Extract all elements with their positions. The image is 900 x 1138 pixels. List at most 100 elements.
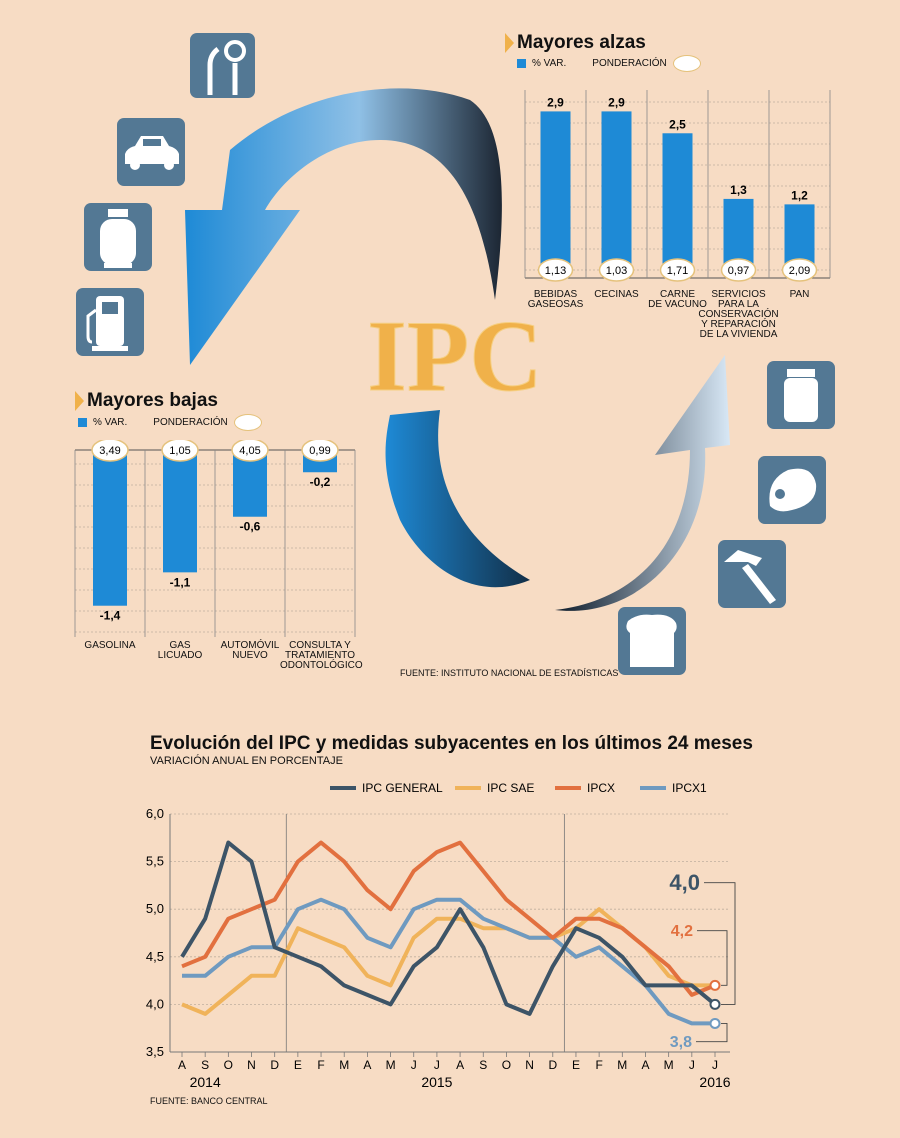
x-tick-label: S bbox=[479, 1058, 487, 1072]
year-label: 2016 bbox=[699, 1074, 730, 1090]
x-tick-label: N bbox=[247, 1058, 256, 1072]
legend-label: IPC GENERAL bbox=[362, 781, 443, 795]
x-tick-label: M bbox=[664, 1058, 674, 1072]
bajas-legend: % VAR. PONDERACIÓN bbox=[78, 414, 262, 431]
bajas-category-label: GASOLINA bbox=[84, 640, 136, 651]
cycle-arrows: IPC bbox=[185, 88, 730, 611]
callout-line bbox=[704, 882, 736, 1005]
jar-icon bbox=[767, 361, 835, 429]
alzas-weight-label: 1,13 bbox=[545, 265, 566, 277]
series-line-ipc-general bbox=[180, 840, 717, 1016]
car-icon bbox=[117, 118, 185, 186]
hammer-icon bbox=[718, 540, 786, 608]
alzas-weight-badge bbox=[537, 258, 574, 282]
alzas-weight-label: 2,09 bbox=[789, 265, 810, 277]
x-tick-label: F bbox=[317, 1058, 324, 1072]
y-tick-label: 6,0 bbox=[146, 806, 164, 821]
x-tick-label: A bbox=[363, 1058, 371, 1072]
bajas-category-label: CONSULTA Y TRATAMIENTO ODONTOLÓGICO bbox=[280, 640, 363, 671]
end-value-label: 4,0 bbox=[669, 870, 700, 895]
alzas-weight-badge bbox=[659, 258, 696, 282]
x-tick-label: F bbox=[595, 1058, 602, 1072]
bajas-value-label: -1,1 bbox=[170, 575, 191, 589]
alzas-weight-badge bbox=[781, 258, 818, 282]
x-tick-label: O bbox=[502, 1058, 511, 1072]
source-bottom: FUENTE: BANCO CENTRAL bbox=[150, 1096, 268, 1106]
legend-pond-swatch bbox=[233, 414, 262, 431]
alzas-bar bbox=[540, 111, 571, 270]
alzas-weight-label: 1,03 bbox=[606, 265, 627, 277]
x-tick-label: J bbox=[712, 1058, 718, 1072]
x-tick-label: J bbox=[411, 1058, 417, 1072]
meat-icon bbox=[758, 456, 826, 524]
x-tick-label: J bbox=[434, 1058, 440, 1072]
legend-label: IPCX bbox=[587, 781, 615, 795]
alzas-bar bbox=[662, 133, 693, 270]
bajas-title: Mayores bajas bbox=[75, 390, 218, 412]
bajas-weight-label: 4,05 bbox=[239, 445, 260, 457]
legend-pond-label: PONDERACIÓN bbox=[592, 58, 667, 69]
x-tick-label: D bbox=[270, 1058, 279, 1072]
bajas-bar-chart: -1,4 3,49 -1,1 1,05 -0,6 4,05 -0,2 0,99 bbox=[74, 440, 356, 637]
ipc-line-chart: IPC GENERAL IPC SAE IPCX IPCX1 3,5 4,0 4,5 5,0 5… bbox=[146, 781, 736, 1090]
bajas-weight-badge bbox=[301, 440, 339, 462]
x-tick-label: N bbox=[525, 1058, 534, 1072]
callout-line bbox=[696, 1022, 728, 1043]
y-tick-label: 4,5 bbox=[146, 949, 164, 964]
legend-var-swatch bbox=[517, 59, 526, 68]
line-chart-subtitle: VARIACIÓN ANUAL EN PORCENTAJE bbox=[150, 755, 343, 767]
source-top: FUENTE: INSTITUTO NACIONAL DE ESTADÍSTIC… bbox=[400, 668, 619, 678]
y-tick-label: 3,5 bbox=[146, 1044, 164, 1059]
alzas-weight-badge bbox=[720, 258, 757, 282]
x-tick-label: E bbox=[294, 1058, 302, 1072]
bajas-weight-badge bbox=[91, 440, 129, 462]
callout-line bbox=[697, 930, 728, 986]
bajas-weight-label: 0,99 bbox=[309, 445, 330, 457]
legend-label: IPC SAE bbox=[487, 781, 534, 795]
alzas-weight-label: 0,97 bbox=[728, 265, 749, 277]
bajas-category-label: AUTOMÓVIL NUEVO bbox=[220, 640, 280, 661]
alzas-title-marker bbox=[505, 33, 514, 53]
x-tick-label: D bbox=[548, 1058, 557, 1072]
alzas-category-label: SERVICIOS PARA LA CONSERVACIÓN Y REPARACIÓN… bbox=[698, 289, 779, 340]
x-tick-label: A bbox=[178, 1058, 186, 1072]
x-tick-label: M bbox=[339, 1058, 349, 1072]
legend-var-label: % VAR. bbox=[532, 58, 567, 69]
alzas-weight-badge bbox=[598, 258, 635, 282]
alzas-category-label: CECINAS bbox=[594, 289, 639, 300]
lower-arrow bbox=[385, 355, 730, 611]
alzas-value-label: 1,3 bbox=[730, 183, 747, 197]
legend-var-label: % VAR. bbox=[93, 417, 128, 428]
bajas-value-label: -0,6 bbox=[240, 520, 261, 534]
alzas-value-label: 2,5 bbox=[669, 117, 686, 131]
year-label: 2015 bbox=[421, 1074, 452, 1090]
legend-pond-label: PONDERACIÓN bbox=[153, 417, 228, 428]
alzas-category-label: BEBIDAS GASEOSAS bbox=[527, 289, 584, 310]
x-tick-label: A bbox=[456, 1058, 464, 1072]
x-tick-label: J bbox=[689, 1058, 695, 1072]
alzas-bar bbox=[601, 111, 632, 270]
legend-var-swatch bbox=[78, 418, 87, 427]
bajas-bar bbox=[163, 450, 197, 573]
bajas-title-marker bbox=[75, 391, 84, 411]
y-tick-label: 4,0 bbox=[146, 996, 164, 1011]
alzas-category-label: PAN bbox=[789, 289, 810, 300]
line-chart-title: Evolución del IPC y medidas subyacentes … bbox=[150, 733, 753, 754]
alzas-bar bbox=[723, 198, 754, 270]
ipc-center-label: IPC bbox=[367, 300, 543, 413]
alzas-category-label: CARNE DE VACUNO bbox=[648, 289, 707, 310]
bajas-weight-label: 1,05 bbox=[169, 445, 190, 457]
bread-icon bbox=[618, 607, 686, 675]
bajas-weight-badge bbox=[231, 440, 269, 462]
alzas-value-label: 1,2 bbox=[791, 188, 808, 202]
bajas-weight-badge bbox=[161, 440, 199, 462]
upper-arrow bbox=[185, 88, 502, 365]
bajas-weight-label: 3,49 bbox=[99, 445, 120, 457]
gas-cylinder-icon bbox=[84, 203, 152, 271]
bajas-value-label: -0,2 bbox=[310, 475, 331, 489]
end-marker bbox=[709, 1017, 721, 1029]
legend-label: IPCX1 bbox=[672, 781, 707, 795]
x-tick-label: S bbox=[201, 1058, 209, 1072]
y-tick-label: 5,0 bbox=[146, 901, 164, 916]
dental-tools-icon bbox=[190, 33, 255, 98]
